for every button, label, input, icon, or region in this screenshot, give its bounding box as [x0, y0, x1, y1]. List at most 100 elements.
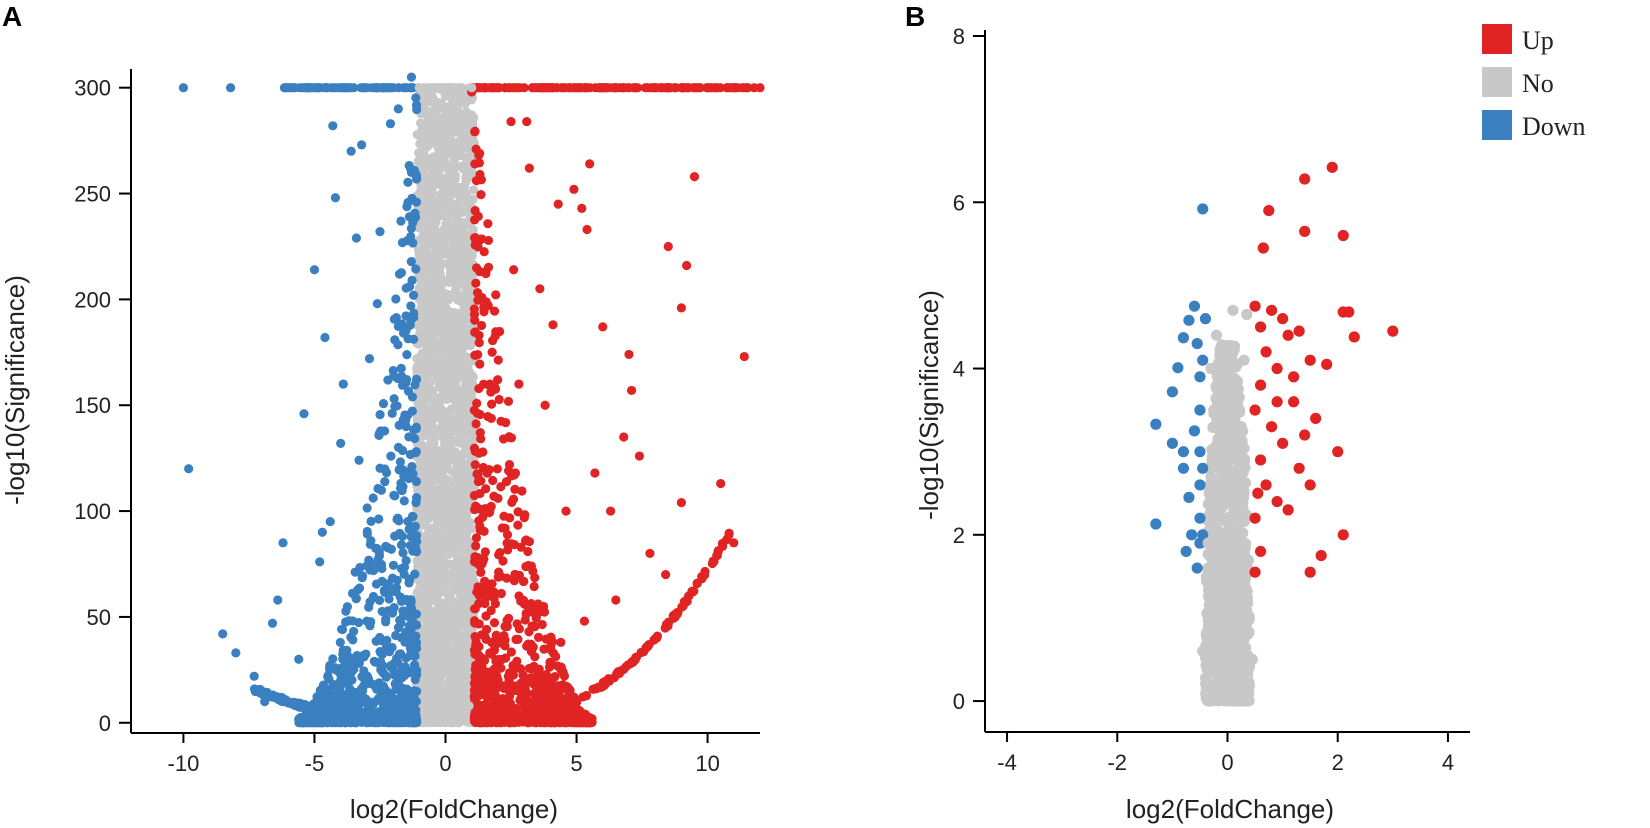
- data-point-up: [524, 163, 534, 173]
- cloud-point: [410, 433, 420, 444]
- data-point-down: [338, 379, 348, 389]
- cloud-point: [459, 581, 470, 591]
- cloud-point: [427, 423, 438, 434]
- cloud-point: [483, 411, 493, 422]
- cloud-point: [397, 540, 407, 550]
- cloud-point: [478, 462, 488, 473]
- cloud-point: [465, 429, 475, 440]
- cloud-point: [386, 451, 396, 461]
- cloud-point: [396, 564, 407, 574]
- cloud-point: [639, 647, 649, 657]
- cloud-point: [640, 83, 650, 93]
- cloud-point: [470, 315, 480, 325]
- cloud-point: [470, 350, 480, 360]
- cloud-point: [449, 394, 459, 405]
- data-point-no: [438, 294, 448, 304]
- cloud-point: [517, 486, 527, 496]
- cloud-point: [523, 546, 533, 557]
- cloud-point: [434, 252, 444, 262]
- cloud-point: [417, 385, 427, 395]
- cloud-point: [650, 634, 660, 644]
- cloud-point: [529, 581, 539, 592]
- cloud-point: [298, 699, 308, 709]
- cloud-point: [491, 290, 501, 300]
- data-point-no: [427, 83, 437, 93]
- cloud-point: [545, 718, 555, 728]
- cloud-point: [500, 641, 510, 651]
- cloud-point: [442, 179, 452, 189]
- cloud-point: [475, 525, 485, 536]
- cloud-point: [453, 553, 463, 563]
- cloud-point: [500, 715, 511, 725]
- cloud-point: [381, 614, 391, 624]
- cloud-point: [455, 520, 465, 531]
- cloud-point: [394, 516, 404, 526]
- cloud-point: [502, 530, 513, 540]
- cloud-point: [417, 362, 427, 372]
- cloud-point: [393, 340, 403, 350]
- cloud-point: [456, 454, 466, 464]
- data-point-no: [433, 136, 443, 146]
- cloud-point: [465, 393, 475, 403]
- cloud-point: [387, 408, 397, 418]
- data-point-down: [398, 83, 409, 93]
- cloud-point: [362, 503, 372, 513]
- y-tick-label: 50: [87, 605, 111, 630]
- data-point-down: [328, 121, 338, 131]
- data-point-down: [178, 83, 189, 93]
- cloud-point: [418, 593, 428, 603]
- cloud-point: [479, 302, 489, 312]
- cloud-point: [530, 573, 540, 583]
- cloud-point: [406, 532, 416, 542]
- cloud-point: [371, 543, 381, 553]
- cloud-point: [436, 618, 447, 628]
- cloud-point: [467, 168, 477, 178]
- cloud-point: [523, 639, 533, 649]
- cloud-point: [411, 447, 421, 457]
- y-tick-label: 100: [74, 499, 111, 524]
- cloud-point: [358, 682, 368, 692]
- cloud-point: [425, 527, 435, 537]
- data-point-up: [577, 203, 587, 213]
- cloud-point: [448, 347, 459, 357]
- cloud-point: [389, 666, 399, 676]
- cloud-point: [505, 513, 515, 523]
- x-tick-label: 5: [570, 751, 582, 776]
- cloud-point: [468, 575, 478, 586]
- cloud-point: [479, 715, 489, 725]
- data-point-down: [375, 227, 385, 237]
- cloud-point: [424, 303, 434, 313]
- cloud-point: [480, 691, 491, 701]
- cloud-point: [444, 446, 455, 456]
- data-point-down: [315, 557, 325, 567]
- cloud-point: [543, 672, 553, 682]
- cloud-point: [453, 235, 463, 246]
- cloud-point: [406, 257, 416, 267]
- data-point-down: [336, 438, 346, 448]
- cloud-point: [362, 529, 372, 539]
- data-point-down: [362, 616, 372, 626]
- data-point-no: [443, 379, 453, 389]
- cloud-point: [412, 354, 422, 364]
- cloud-point: [308, 718, 318, 728]
- cloud-point: [441, 113, 451, 123]
- cloud-point: [418, 328, 429, 338]
- cloud-point: [422, 378, 433, 388]
- cloud-point: [483, 219, 493, 229]
- cloud-point: [526, 673, 536, 683]
- data-point-up: [590, 468, 600, 478]
- cloud-point: [352, 697, 362, 707]
- cloud-point: [471, 278, 481, 288]
- cloud-point: [473, 476, 483, 487]
- cloud-point: [424, 138, 435, 149]
- cloud-point: [460, 685, 470, 695]
- data-point-down: [357, 140, 367, 150]
- cloud-point: [586, 717, 596, 727]
- data-point-down: [396, 216, 406, 226]
- cloud-point: [546, 658, 557, 669]
- cloud-point: [463, 569, 473, 579]
- cloud-point: [377, 696, 388, 706]
- cloud-point: [454, 275, 465, 285]
- cloud-point: [511, 634, 521, 645]
- cloud-point: [378, 398, 389, 409]
